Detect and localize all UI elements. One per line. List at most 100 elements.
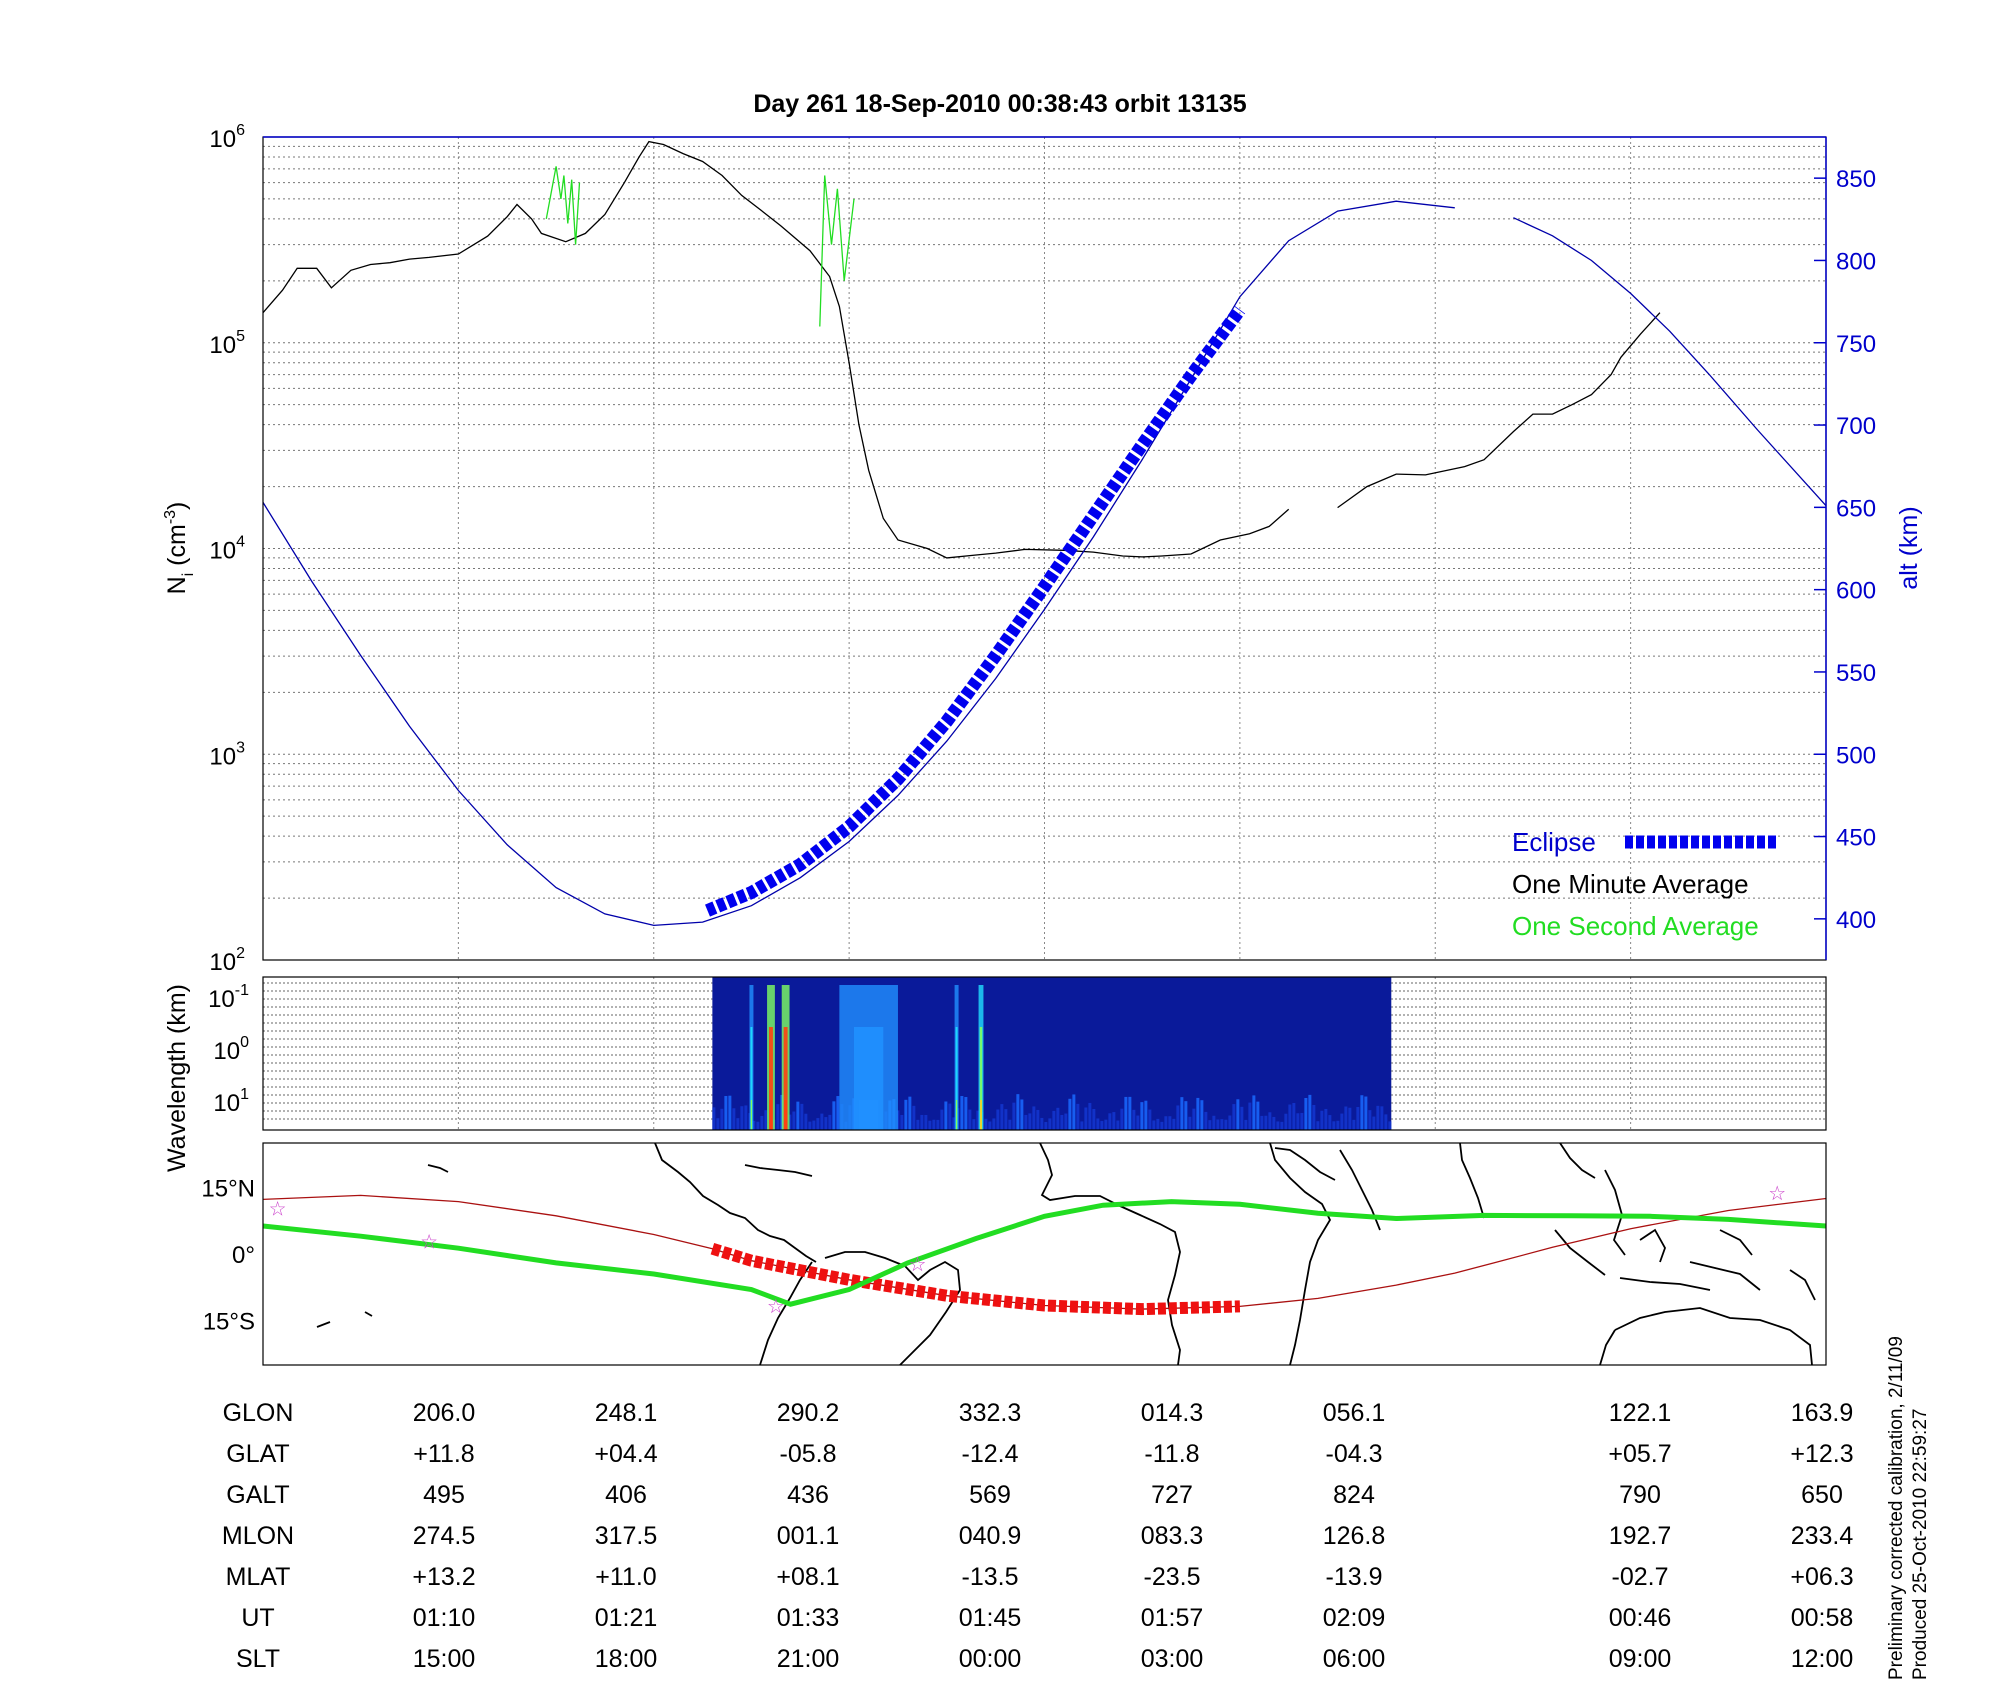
spectrogram-column — [756, 1121, 760, 1130]
coastline — [744, 1164, 813, 1177]
spectrogram-column — [1252, 1095, 1256, 1130]
coastline — [1614, 1307, 1813, 1366]
table-cell: +04.4 — [594, 1440, 657, 1468]
spectrogram-column — [904, 1099, 908, 1130]
spectrogram-column — [1048, 1118, 1052, 1130]
star-marker: ☆ — [767, 1296, 785, 1318]
spectrogram-column — [800, 1103, 804, 1130]
table-cell: 12:00 — [1791, 1645, 1854, 1673]
spectrogram-background — [712, 977, 1392, 1130]
altitude-tick-label: 750 — [1836, 331, 1876, 358]
latitude-tick-label: 15°S — [203, 1309, 255, 1336]
spectrogram-column — [1136, 1115, 1140, 1130]
table-cell: 274.5 — [413, 1522, 476, 1550]
spectrogram-column — [1324, 1108, 1328, 1130]
spectrogram-column — [1372, 1116, 1376, 1130]
spectrogram-column — [944, 1101, 948, 1130]
spectrogram-column — [1040, 1117, 1044, 1130]
spectrogram-column — [1008, 1119, 1012, 1130]
coastline — [654, 1142, 817, 1263]
spectrogram-column — [1280, 1121, 1284, 1130]
spectrogram-column — [1080, 1121, 1084, 1130]
coastline — [427, 1164, 449, 1173]
table-cell: 206.0 — [413, 1399, 476, 1427]
coastline — [1599, 1329, 1616, 1366]
spectrogram-column — [1028, 1113, 1032, 1130]
row-label: UT — [241, 1604, 274, 1632]
star-marker: ☆ — [269, 1198, 287, 1220]
spectrogram-column — [1156, 1118, 1160, 1130]
altitude-tick-label: 550 — [1836, 660, 1876, 687]
spectrogram-column — [1140, 1102, 1144, 1130]
altitude-tick-label: 450 — [1836, 825, 1876, 852]
spectrogram-column — [952, 1117, 956, 1130]
spectrogram-column — [1344, 1106, 1348, 1130]
spectrogram-feature-core — [955, 1027, 958, 1130]
spectrogram-column — [776, 1104, 780, 1130]
coastline — [364, 1311, 373, 1317]
table-cell: 436 — [787, 1481, 829, 1509]
spectrogram-column — [1092, 1108, 1096, 1130]
table-cell: 122.1 — [1609, 1399, 1672, 1427]
spectrogram-column — [1196, 1097, 1200, 1130]
spectrogram-column — [1020, 1099, 1024, 1130]
coastline — [1269, 1142, 1332, 1366]
density-label-main: N — [163, 576, 191, 594]
spectrogram-column — [1292, 1102, 1296, 1130]
table-cell: 02:09 — [1323, 1604, 1386, 1632]
density-tick-label: 104 — [209, 534, 245, 565]
spectrogram-column — [1224, 1119, 1228, 1130]
row-label: GALT — [226, 1481, 289, 1509]
spectrogram-column — [1244, 1119, 1248, 1130]
spectrogram-column — [1112, 1112, 1116, 1130]
spectrogram-column — [1304, 1097, 1308, 1130]
star-marker: ☆ — [909, 1254, 927, 1276]
density-tick-label: 105 — [209, 328, 245, 359]
table-cell: +12.3 — [1790, 1440, 1853, 1468]
spectrogram-feature-peak — [955, 1100, 958, 1130]
spectrogram-column — [1184, 1101, 1188, 1130]
table-cell: -11.8 — [1144, 1440, 1199, 1468]
table-cell: +13.2 — [412, 1563, 475, 1591]
spectrogram-column — [928, 1120, 932, 1130]
spectrogram-column — [1104, 1119, 1108, 1130]
spectrogram-feature-peak — [858, 1100, 879, 1130]
spectrogram-column — [712, 1107, 716, 1130]
spectrogram-column — [836, 1096, 840, 1130]
spectrogram-column — [1320, 1110, 1324, 1130]
table-cell: 727 — [1151, 1481, 1193, 1509]
spectrogram-axis-label: Wavelength (km) — [163, 984, 191, 1172]
table-cell: -04.3 — [1326, 1440, 1383, 1468]
spectrogram-column — [816, 1118, 820, 1130]
coastline — [1639, 1228, 1666, 1263]
series-altitude — [1513, 217, 1827, 507]
row-label: GLON — [223, 1399, 294, 1427]
table-cell: 03:00 — [1141, 1645, 1204, 1673]
spectrogram-column — [760, 1115, 764, 1130]
spectrogram-column — [1356, 1106, 1360, 1130]
spectrogram-column — [1172, 1118, 1176, 1130]
spectrogram-column — [1268, 1112, 1272, 1130]
row-label: MLON — [222, 1522, 294, 1550]
spectrogram-column — [1300, 1112, 1304, 1130]
footnote-produced: Produced 25-Oct-2010 22:59:27 — [1910, 1409, 1931, 1680]
magnetic-equator-track — [262, 1199, 1827, 1307]
spectrogram-column — [1168, 1116, 1172, 1130]
spectrogram-column — [1000, 1104, 1004, 1130]
spectrogram-column — [1012, 1102, 1016, 1130]
table-cell: +08.1 — [776, 1563, 839, 1591]
spectrogram-column — [1148, 1109, 1152, 1130]
series-one-second-average — [819, 175, 855, 327]
table-cell: 126.8 — [1323, 1522, 1386, 1550]
spectrogram-column — [932, 1119, 936, 1130]
spectrogram-column — [1312, 1105, 1316, 1130]
spectrogram-feature-core — [979, 1027, 983, 1130]
table-cell: 317.5 — [595, 1522, 658, 1550]
coastlines — [316, 1142, 1816, 1366]
latitude-tick-label: 15°N — [201, 1175, 255, 1202]
spectrogram-column — [1256, 1101, 1260, 1130]
spectrogram-column — [1376, 1105, 1380, 1130]
coastline — [1554, 1229, 1606, 1276]
density-tick-label: 102 — [209, 945, 245, 976]
spectrogram-column — [1228, 1115, 1232, 1130]
